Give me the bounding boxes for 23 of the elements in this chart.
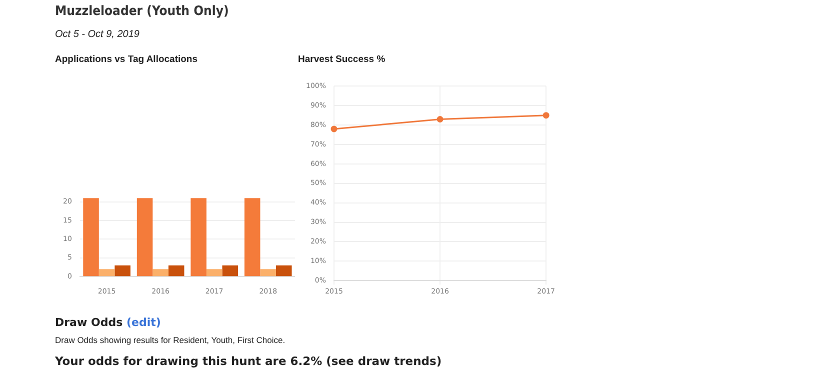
bar <box>98 269 115 276</box>
chart-title: Harvest Success % <box>298 54 386 65</box>
bar <box>260 269 276 276</box>
text: (edit) <box>125 316 161 329</box>
point <box>330 126 338 132</box>
bar <box>244 198 260 276</box>
bar <box>206 269 222 276</box>
bar <box>114 265 130 276</box>
text: Draw Odds showing results for Resident, Youth, First Choice. <box>55 335 286 345</box>
text: Oct 5 - Oct 9, 2019 <box>55 29 140 40</box>
text: Muzzleloader (Youth Only) <box>55 4 230 19</box>
bar <box>190 198 206 276</box>
bar <box>222 265 238 276</box>
text: Draw Odds <box>55 316 123 329</box>
bar <box>168 265 184 276</box>
bar <box>136 198 153 276</box>
point <box>436 116 444 122</box>
text: Your odds for drawing this hunt are 6.2% (see draw trends) <box>55 354 443 368</box>
chart-title: Applications vs Tag Allocations <box>55 54 199 65</box>
point <box>542 112 550 119</box>
bar <box>276 265 292 276</box>
bar <box>152 269 168 276</box>
bar <box>83 198 99 276</box>
